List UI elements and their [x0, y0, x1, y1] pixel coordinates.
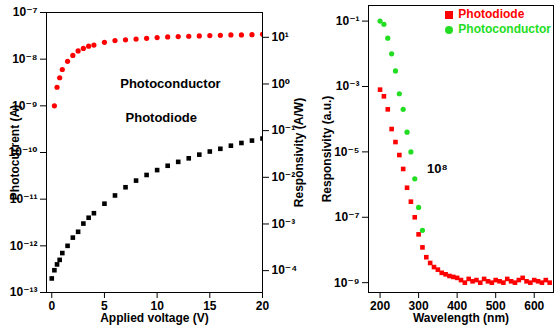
- svg-text:10⁻⁷: 10⁻⁷: [13, 5, 38, 19]
- svg-text:500: 500: [485, 299, 506, 313]
- svg-text:10⁻⁷: 10⁻⁷: [335, 210, 360, 224]
- svg-text:20: 20: [256, 299, 270, 313]
- svg-text:10⁻³: 10⁻³: [336, 79, 360, 93]
- svg-text:Wavelength (nm): Wavelength (nm): [413, 311, 509, 325]
- svg-text:300: 300: [408, 299, 429, 313]
- svg-text:10⁻⁹: 10⁻⁹: [12, 98, 38, 113]
- svg-text:10⁻⁴: 10⁻⁴: [272, 263, 298, 277]
- svg-text:15: 15: [203, 299, 217, 313]
- html-text:Photodiode: Photodiode: [458, 7, 525, 21]
- svg-text:10: 10: [150, 299, 164, 313]
- svg-text:10⁻⁸: 10⁻⁸: [12, 52, 37, 66]
- svg-text:10⁻¹: 10⁻¹: [336, 14, 360, 28]
- svg-text:10⁻⁹: 10⁻⁹: [334, 275, 359, 289]
- svg-text:5: 5: [101, 299, 108, 313]
- svg-text:10⁻²: 10⁻²: [272, 170, 296, 184]
- html-text:Photoconductor: Photoconductor: [458, 22, 551, 36]
- svg-text:10⁻⁵: 10⁻⁵: [334, 145, 359, 159]
- svg-text:Photodiode: Photodiode: [126, 110, 197, 125]
- svg-text:200: 200: [370, 299, 390, 313]
- svg-text:10¹: 10¹: [272, 30, 289, 44]
- svg-text:10⁻¹¹: 10⁻¹¹: [9, 192, 38, 206]
- svg-text:10⁻¹: 10⁻¹: [272, 123, 296, 137]
- svg-text:600: 600: [524, 299, 544, 313]
- svg-text:0: 0: [48, 299, 55, 313]
- svg-text:Responsivity (a.u.): Responsivity (a.u.): [320, 96, 334, 203]
- svg-text:Responsivity (A/W): Responsivity (A/W): [292, 98, 306, 207]
- svg-text:Photocurrent (A): Photocurrent (A): [8, 105, 22, 200]
- svg-text:Applied voltage (V): Applied voltage (V): [100, 311, 209, 325]
- svg-text:10⁻¹⁰: 10⁻¹⁰: [8, 145, 38, 160]
- svg-text:10⁻¹²: 10⁻¹²: [10, 239, 38, 253]
- svg-text:10⁻¹³: 10⁻¹³: [10, 285, 38, 299]
- svg-text:10⁰: 10⁰: [272, 77, 291, 91]
- svg-text:400: 400: [447, 299, 468, 313]
- svg-text:10⁻³: 10⁻³: [272, 217, 296, 231]
- svg-text:10⁸: 10⁸: [427, 161, 448, 176]
- svg-text:Photoconductor: Photoconductor: [120, 76, 220, 91]
